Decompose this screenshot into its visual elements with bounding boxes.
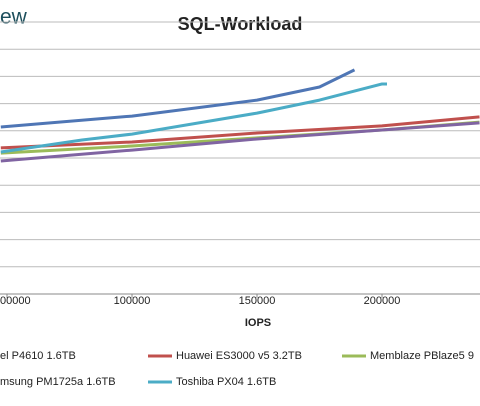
x-tick-label: 150000: [239, 295, 276, 307]
series-line: [0, 68, 356, 129]
x-tick-label: 00000: [0, 295, 31, 307]
legend-label: Toshiba PX04 1.6TB: [176, 376, 276, 388]
x-axis-label: IOPS: [245, 317, 271, 329]
series-line: [0, 121, 480, 163]
legend-label: el P4610 1.6TB: [0, 350, 76, 362]
chart-title: SQL-Workload: [178, 14, 303, 34]
series-line: [0, 115, 480, 150]
legend-label: Memblaze PBlaze5 9: [370, 350, 474, 362]
brand-text: ew: [0, 6, 28, 29]
legend-label: Huawei ES3000 v5 3.2TB: [176, 350, 302, 362]
legend-label: msung PM1725a 1.6TB: [0, 376, 116, 388]
x-tick-label: 200000: [364, 295, 401, 307]
series-line: [0, 82, 387, 154]
x-tick-label: 100000: [114, 295, 151, 307]
